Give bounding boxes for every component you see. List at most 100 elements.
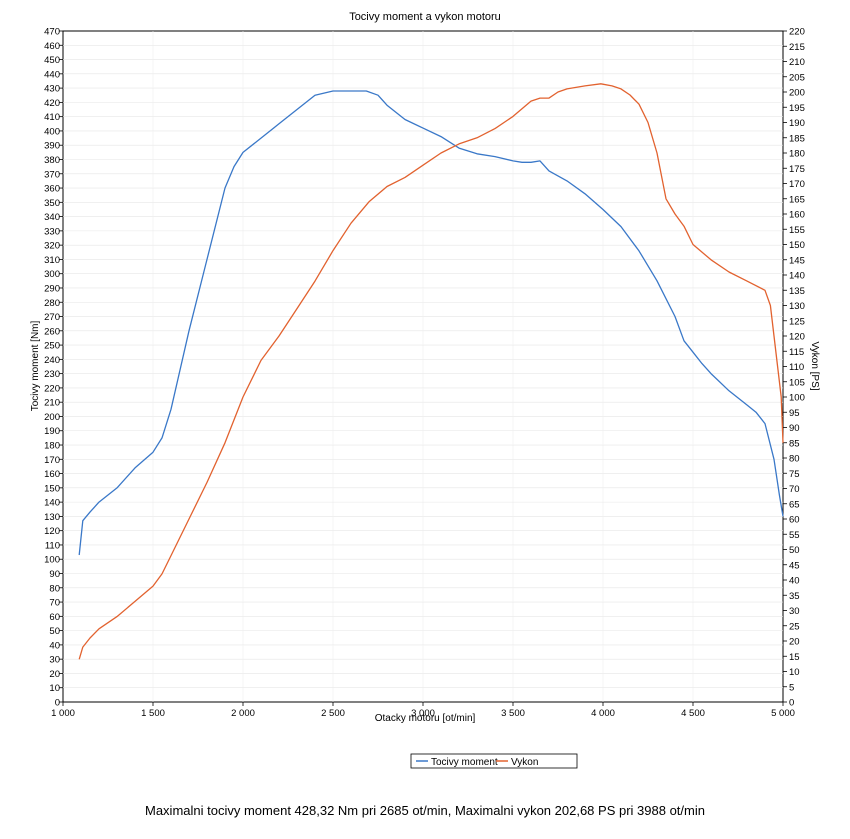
- y-tick-label: 400: [44, 126, 60, 137]
- series-lines: [78, 83, 784, 660]
- y-tick-label: 420: [44, 98, 60, 109]
- y2-tick-label: 45: [789, 560, 800, 571]
- x-axis-label: Otacky motoru [ot/min]: [375, 713, 476, 724]
- y2-tick-label: 0: [789, 698, 794, 709]
- y-tick-label: 350: [44, 198, 60, 209]
- y2-tick-label: 65: [789, 499, 800, 510]
- y2-tick-label: 55: [789, 530, 800, 541]
- y2-tick-label: 200: [789, 88, 805, 99]
- y-tick-label: 370: [44, 169, 60, 180]
- y2-tick-label: 15: [789, 652, 800, 663]
- x-tick-label: 3 500: [501, 708, 525, 719]
- y-tick-label: 130: [44, 512, 60, 523]
- y2-tick-label: 60: [789, 515, 800, 526]
- y2-tick-label: 110: [789, 362, 804, 373]
- y2-tick-label: 135: [789, 286, 805, 297]
- y2-tick-label: 120: [789, 332, 805, 343]
- x-tick-label: 2 500: [321, 708, 345, 719]
- y-tick-label: 260: [44, 326, 60, 337]
- y2-tick-label: 150: [789, 240, 805, 251]
- y-tick-label: 100: [44, 555, 60, 566]
- y-tick-label: 210: [44, 398, 60, 409]
- y-tick-label: 80: [49, 583, 60, 594]
- y-tick-label: 70: [49, 598, 60, 609]
- y2-tick-label: 5: [789, 682, 794, 693]
- y-tick-label: 50: [49, 626, 60, 637]
- y2-tick-label: 100: [789, 393, 805, 404]
- y2-tick-label: 140: [789, 271, 805, 282]
- x-tick-label: 4 000: [591, 708, 615, 719]
- y-tick-label: 150: [44, 483, 60, 494]
- y2-tick-label: 130: [789, 301, 805, 312]
- y-tick-label: 10: [49, 683, 60, 694]
- y-tick-label: 410: [44, 112, 60, 123]
- y2-tick-label: 210: [789, 57, 805, 68]
- y2-tick-label: 25: [789, 621, 800, 632]
- y2-tick-label: 160: [789, 210, 805, 221]
- y-tick-label: 90: [49, 569, 60, 580]
- left-axis-ticks: 0 10 20 30 40 50 60 70 80 90 100 110 120 130 140 150 160…: [44, 27, 63, 709]
- y-tick-label: 230: [44, 369, 60, 380]
- y-tick-label: 190: [44, 426, 60, 437]
- y-tick-label: 20: [49, 669, 60, 680]
- y-tick-label: 120: [44, 526, 60, 537]
- chart-title: Tocivy moment a vykon motoru: [349, 11, 501, 23]
- y2-tick-label: 20: [789, 637, 800, 648]
- y-tick-label: 200: [44, 412, 60, 423]
- y-tick-label: 390: [44, 141, 60, 152]
- y-tick-label: 270: [44, 312, 60, 323]
- y-tick-label: 250: [44, 341, 60, 352]
- y-tick-label: 110: [45, 540, 60, 551]
- y-tick-label: 380: [44, 155, 60, 166]
- y2-tick-label: 75: [789, 469, 800, 480]
- y2-tick-label: 85: [789, 438, 800, 449]
- y-tick-label: 300: [44, 269, 60, 280]
- x-tick-label: 1 000: [51, 708, 75, 719]
- legend-label-power: Vykon: [511, 757, 538, 768]
- legend: Tocivy moment Vykon: [410, 753, 578, 769]
- y2-tick-label: 35: [789, 591, 800, 602]
- y-tick-label: 450: [44, 55, 60, 66]
- y-tick-label: 180: [44, 441, 60, 452]
- y2-tick-label: 95: [789, 408, 800, 419]
- y-tick-label: 360: [44, 184, 60, 195]
- y2-tick-label: 115: [789, 347, 804, 358]
- y2-tick-label: 10: [789, 667, 800, 678]
- y2-tick-label: 145: [789, 255, 805, 266]
- y2-axis-label: Vykon [PS]: [809, 341, 820, 390]
- y-tick-label: 440: [44, 69, 60, 80]
- x-tick-label: 3 000: [411, 708, 435, 719]
- y2-tick-label: 170: [789, 179, 805, 190]
- y-tick-label: 240: [44, 355, 60, 366]
- legend-box: [410, 753, 578, 769]
- y-tick-label: 40: [49, 640, 60, 651]
- legend-label-torque: Tocivy moment: [431, 757, 498, 768]
- y-tick-label: 430: [44, 84, 60, 95]
- y-tick-label: 290: [44, 283, 60, 294]
- power-series-line: [78, 83, 784, 660]
- y-tick-label: 280: [44, 298, 60, 309]
- x-tick-label: 5 000: [771, 708, 795, 719]
- y2-tick-label: 180: [789, 149, 805, 160]
- y-tick-label: 60: [49, 612, 60, 623]
- y-tick-label: 30: [49, 655, 60, 666]
- y-tick-label: 330: [44, 226, 60, 237]
- y-tick-label: 140: [44, 498, 60, 509]
- y2-tick-label: 185: [789, 133, 805, 144]
- y2-tick-label: 205: [789, 72, 805, 83]
- y-tick-label: 470: [44, 27, 60, 38]
- y-tick-label: 460: [44, 41, 60, 52]
- y2-tick-label: 195: [789, 103, 805, 114]
- y2-tick-label: 190: [789, 118, 805, 129]
- y-tick-label: 220: [44, 383, 60, 394]
- y2-tick-label: 40: [789, 576, 800, 587]
- y-tick-label: 0: [55, 698, 60, 709]
- x-tick-label: 2 000: [231, 708, 255, 719]
- y-tick-label: 340: [44, 212, 60, 223]
- y2-tick-label: 90: [789, 423, 800, 434]
- y2-tick-label: 215: [789, 42, 805, 53]
- y-tick-label: 160: [44, 469, 60, 480]
- x-tick-label: 4 500: [681, 708, 705, 719]
